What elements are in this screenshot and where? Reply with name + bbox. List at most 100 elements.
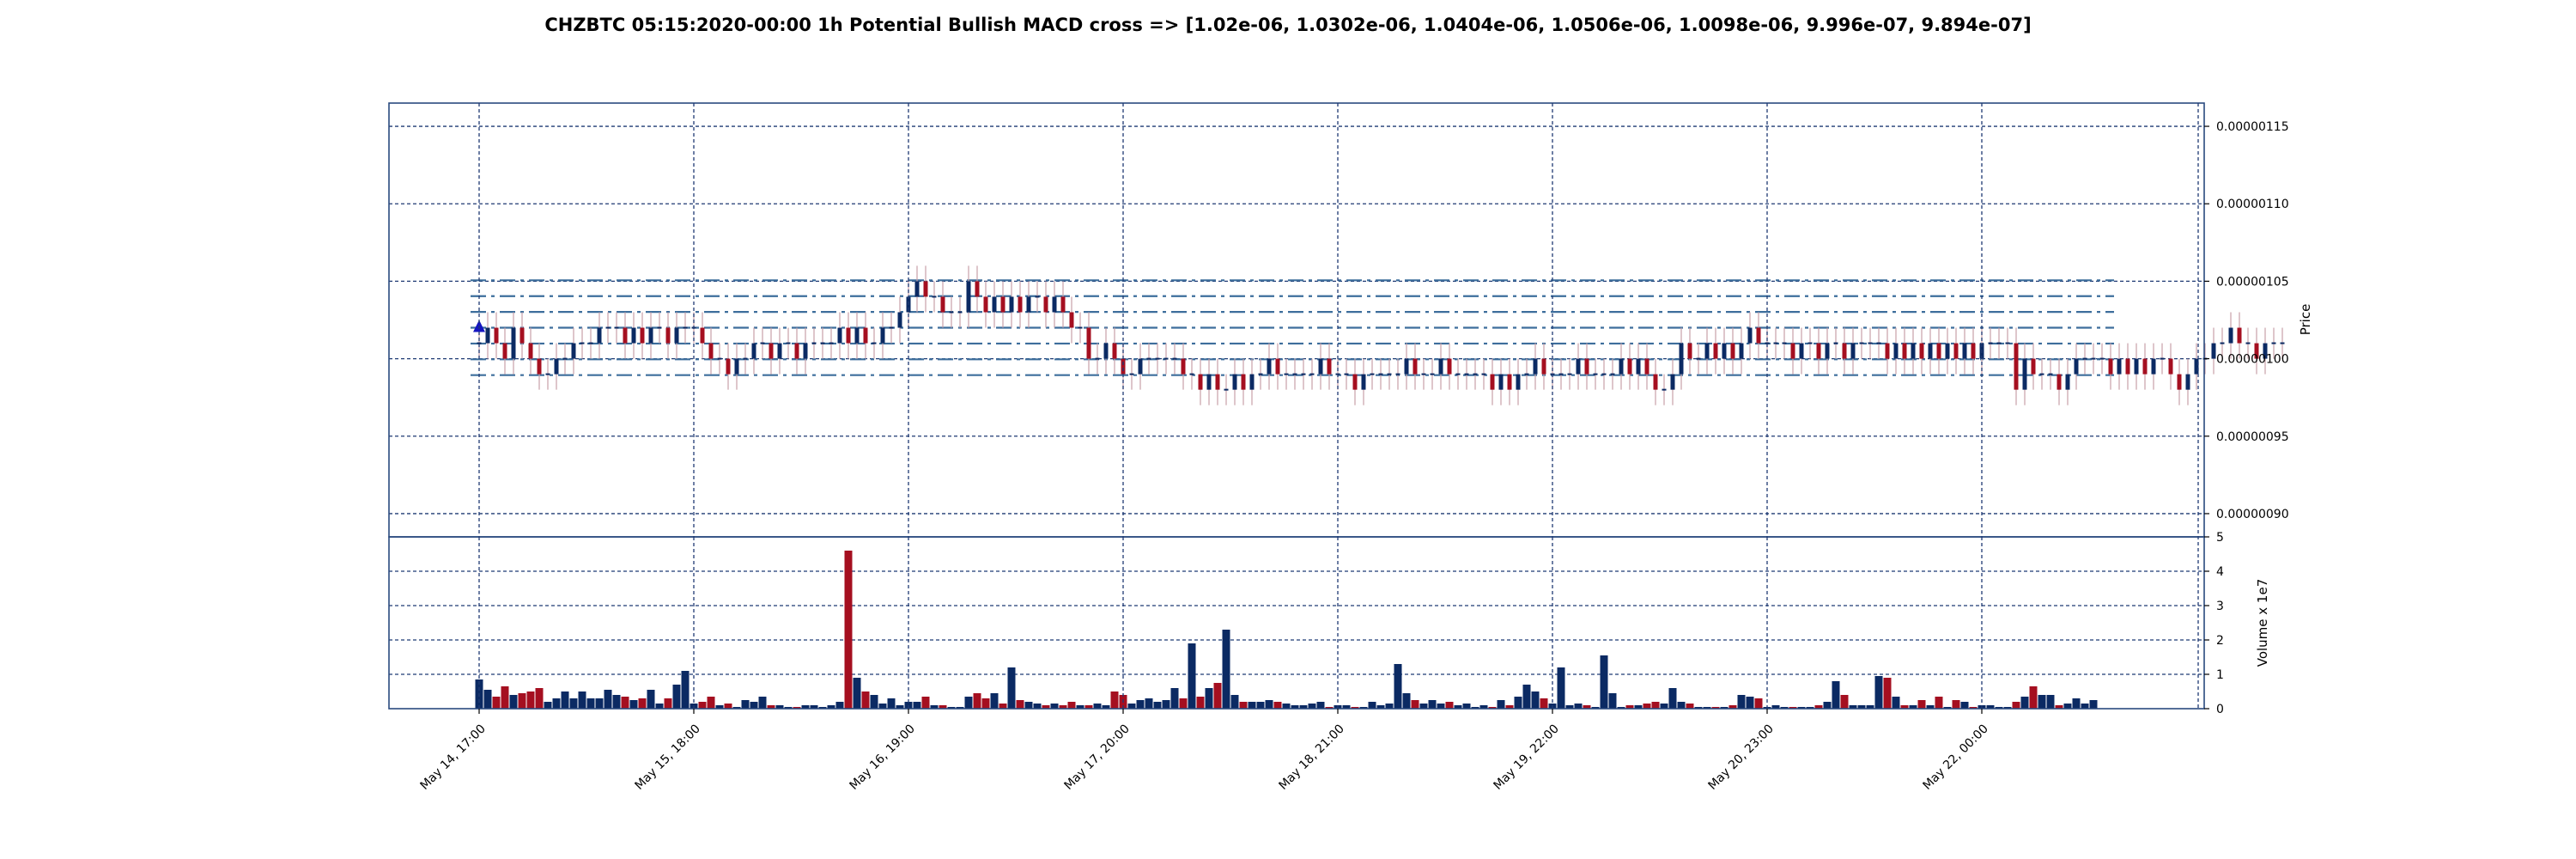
volume-bar — [698, 702, 707, 709]
volume-bar — [1943, 707, 1952, 709]
volume-tick-label: 0 — [2216, 703, 2224, 716]
volume-bar — [1780, 707, 1789, 709]
price-tick-label: 0.00000095 — [2216, 430, 2289, 444]
candle-body — [631, 327, 636, 344]
volume-bar — [1857, 705, 1866, 709]
candle-body — [1181, 358, 1186, 375]
candle-body — [2151, 358, 2156, 375]
volume-bar — [878, 704, 887, 709]
volume-bar — [921, 697, 930, 709]
price-candles — [477, 265, 2285, 405]
volume-bar — [1239, 702, 1248, 709]
candle-body — [992, 296, 997, 313]
candle-body — [1069, 312, 1074, 328]
volume-bar — [939, 705, 947, 709]
candle-body — [1292, 373, 1297, 375]
volume-bar — [750, 702, 758, 709]
volume-bar — [1737, 695, 1746, 709]
candle-body — [1988, 342, 1993, 344]
candle-body — [2057, 374, 2062, 390]
candle-body — [545, 373, 550, 375]
volume-bar — [1892, 697, 1900, 709]
volume-bar — [1471, 707, 1479, 709]
candle-body — [751, 343, 756, 359]
volume-bar — [604, 690, 612, 709]
candle-body — [640, 327, 645, 344]
volume-bar — [870, 695, 878, 709]
volume-bar — [758, 697, 767, 709]
volume-bar — [707, 697, 715, 709]
volume-bar — [2003, 707, 2012, 709]
volume-bar — [835, 702, 844, 709]
candle-body — [1885, 343, 1890, 359]
volume-tick-label: 2 — [2216, 634, 2224, 648]
price-gridlines — [389, 125, 2204, 515]
volume-tick-label: 4 — [2216, 565, 2224, 579]
candle-body — [2091, 357, 2096, 360]
candle-body — [1430, 373, 1435, 375]
volume-bar — [724, 704, 732, 709]
volume-bar — [887, 698, 896, 709]
volume-bar — [1540, 698, 1548, 709]
volume-tick-label: 1 — [2216, 668, 2224, 682]
candle-body — [1267, 358, 1272, 375]
volume-bar — [827, 705, 835, 709]
volume-bar — [1170, 688, 1179, 709]
volume-bar — [518, 693, 526, 709]
volume-bar — [1454, 705, 1462, 709]
volume-bar — [981, 698, 990, 709]
volume-bar — [1050, 704, 1059, 709]
volume-bar — [1205, 688, 1213, 709]
candle-body — [1893, 343, 1899, 359]
candle-body — [1507, 374, 1512, 390]
volume-bar — [2029, 686, 2038, 709]
candle-body — [897, 312, 902, 328]
volume-bar — [1359, 707, 1368, 709]
volume-bar — [1162, 700, 1170, 709]
candle-body — [1730, 343, 1735, 359]
candle-body — [605, 326, 611, 329]
volume-bar — [1823, 702, 1832, 709]
candle-body — [1928, 343, 1933, 359]
candle-body — [2048, 373, 2053, 375]
candle-body — [1318, 358, 1323, 375]
volume-bar — [1248, 702, 1256, 709]
volume-bar — [1325, 707, 1334, 709]
candle-body — [2125, 358, 2130, 375]
candle-body — [1301, 373, 1306, 375]
candle-body — [726, 358, 731, 375]
volume-bar — [1926, 705, 1935, 709]
candle-body — [528, 343, 533, 359]
candle-body — [1662, 388, 1667, 391]
candle-body — [1395, 373, 1400, 375]
volume-bar — [544, 702, 552, 709]
volume-bar — [775, 705, 784, 709]
candle-body — [1163, 357, 1169, 360]
candle-body — [2065, 374, 2070, 390]
volume-bar — [1230, 695, 1239, 709]
candle-body — [2005, 342, 2010, 344]
volume-bar — [861, 691, 870, 709]
candle-body — [1086, 327, 1091, 359]
candle-body — [1765, 342, 1770, 344]
volume-bar — [1402, 693, 1411, 709]
volume-bar — [1935, 697, 1943, 709]
candle-body — [683, 326, 688, 329]
candle-body — [665, 327, 671, 344]
candle-body — [1121, 358, 1126, 375]
volume-bar — [1883, 678, 1892, 709]
candle-body — [1404, 358, 1409, 375]
volume-bar — [930, 705, 939, 709]
candle-body — [1868, 342, 1873, 344]
candle-body — [1052, 296, 1057, 313]
candle-body — [889, 326, 894, 329]
candle-body — [1911, 343, 1916, 359]
volume-bar — [1093, 704, 1102, 709]
candle-body — [983, 296, 988, 313]
candle-body — [571, 343, 576, 359]
candle-body — [1224, 388, 1229, 391]
candle-body — [769, 343, 774, 359]
candle-body — [1576, 358, 1581, 375]
volume-bar — [1651, 702, 1660, 709]
